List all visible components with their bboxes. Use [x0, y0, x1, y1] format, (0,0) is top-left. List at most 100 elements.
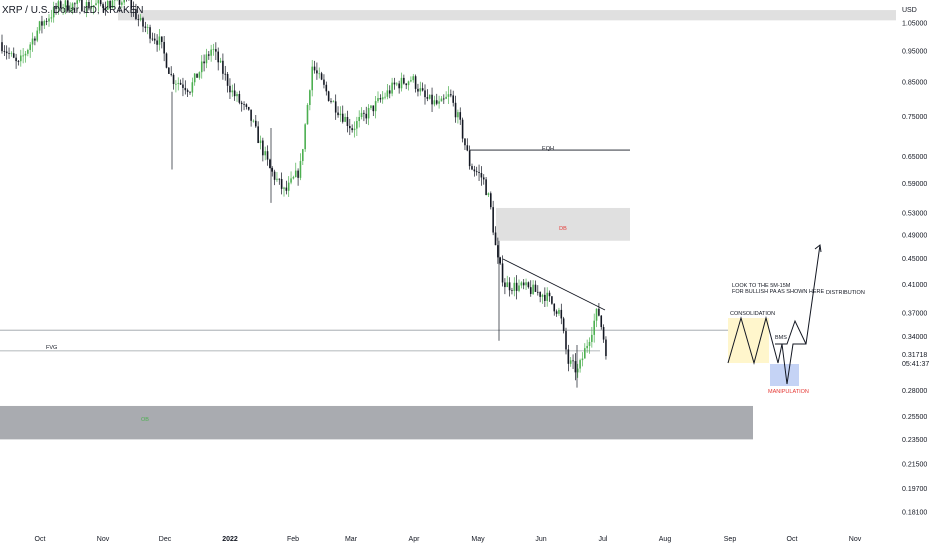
candle-body — [175, 83, 177, 85]
candle-body — [294, 170, 297, 178]
candle-body — [8, 53, 10, 54]
candle-body — [605, 339, 607, 357]
candle-body — [555, 311, 558, 314]
candle-body — [553, 303, 556, 312]
price-scale: USD 1.05000 0.95000 0.85000 0.75000 0.65000 0.… — [896, 0, 932, 530]
candle-body — [78, 0, 81, 1]
candle-body — [426, 97, 429, 99]
candle-body — [471, 166, 473, 170]
candle-body — [388, 90, 391, 94]
candle-body — [71, 3, 74, 11]
candle-body — [130, 0, 133, 9]
candle-body — [290, 178, 292, 183]
candle-body — [29, 44, 31, 50]
candle-body — [90, 6, 93, 9]
candle-body — [142, 18, 144, 27]
candle-body — [513, 282, 516, 291]
candle-body — [332, 101, 335, 103]
zone-ob — [0, 405, 753, 440]
candle-body — [123, 0, 125, 3]
candle-body — [83, 11, 86, 13]
time-label: Oct — [787, 536, 798, 543]
candle-body — [466, 145, 469, 151]
candle-body — [490, 193, 492, 208]
candle-body — [482, 177, 485, 180]
zone-top-supply-zone — [118, 10, 896, 21]
candle-body — [196, 73, 198, 78]
candle-body — [424, 90, 426, 98]
candle-body — [518, 285, 520, 291]
candle-body — [565, 331, 567, 350]
candle-body — [215, 49, 217, 52]
note-line-1: LOOK TO THE 5M-15M — [732, 283, 791, 289]
candle-body — [581, 358, 584, 361]
candle-body — [457, 112, 459, 118]
candle-body — [499, 257, 501, 264]
candle-body — [276, 178, 278, 180]
candle-body — [548, 292, 551, 297]
candle-body — [598, 308, 600, 316]
candle-body — [250, 109, 252, 121]
candle-body — [132, 8, 135, 10]
candle-body — [92, 5, 95, 7]
price-tick-label: 0.18100 — [902, 510, 927, 517]
candle-body — [494, 232, 497, 246]
candle-body — [243, 104, 245, 105]
candle-body — [45, 21, 48, 22]
time-label: Mar — [345, 536, 358, 543]
candle-body — [410, 80, 412, 82]
candle-body — [318, 73, 321, 75]
candle-body — [363, 112, 365, 114]
consolidation-label: CONSOLIDATION — [730, 311, 775, 317]
candle-body — [273, 171, 276, 180]
candle-body — [38, 21, 41, 31]
candle-body — [64, 0, 67, 8]
candle-body — [306, 104, 309, 125]
price-tick-label: 0.95000 — [902, 48, 927, 55]
price-tick-label: 0.53000 — [902, 211, 927, 218]
candle-body — [259, 140, 262, 144]
candle-body — [384, 96, 386, 98]
candle-body — [480, 172, 483, 178]
candle-body — [593, 320, 595, 335]
candle-body — [217, 51, 219, 63]
candle-body — [57, 1, 60, 9]
candle-body — [344, 116, 346, 122]
bms-label: BMS — [775, 335, 787, 341]
candle-body — [396, 83, 398, 85]
candle-body — [501, 263, 504, 283]
candle-body — [539, 291, 541, 297]
candle-body — [41, 21, 43, 26]
candle-body — [360, 112, 363, 118]
candle-body — [280, 179, 283, 189]
candle-body — [191, 82, 194, 93]
candle-body — [372, 105, 375, 112]
candle-body — [158, 36, 161, 45]
manipulation-label: MANIPULATION — [768, 389, 809, 395]
candle-body — [541, 294, 544, 297]
candle-body — [560, 309, 563, 319]
candle-body — [240, 102, 243, 105]
candle-body — [386, 90, 389, 97]
candle-body — [591, 334, 593, 342]
candle-body — [569, 360, 572, 364]
candle-body — [170, 73, 172, 75]
candle-body — [588, 341, 591, 346]
candle-body — [351, 128, 353, 131]
zone-db — [496, 207, 630, 241]
time-label: Jul — [599, 536, 608, 543]
candle-body — [17, 61, 20, 62]
candle-body — [374, 101, 377, 112]
candle-body — [431, 94, 433, 105]
candle-body — [403, 77, 405, 84]
candle-body — [20, 55, 22, 62]
candle-body — [3, 51, 6, 52]
candle-body — [515, 282, 518, 291]
candle-body — [574, 361, 577, 373]
time-label: May — [471, 536, 485, 543]
note-line-2: FOR BULLISH PA AS SHOWN HERE — [732, 289, 825, 295]
candle-body — [353, 128, 356, 131]
candle-body — [339, 113, 342, 116]
